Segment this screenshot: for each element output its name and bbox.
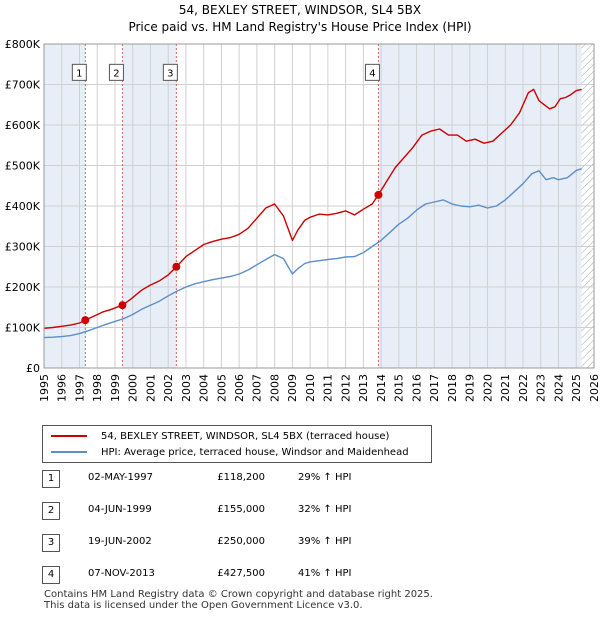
transaction-hpi: 32% ↑ HPI xyxy=(298,504,352,515)
x-tick-label: 2023 xyxy=(535,374,548,402)
x-tick-label: 2007 xyxy=(251,374,264,402)
x-tick-label: 2000 xyxy=(127,374,140,402)
x-tick-label: 2003 xyxy=(180,374,193,402)
sale-point xyxy=(118,301,127,310)
y-tick-label: £600K xyxy=(5,119,41,132)
y-tick-label: £800K xyxy=(5,38,41,51)
x-tick-label: 1995 xyxy=(38,374,51,402)
sale-label-number: 3 xyxy=(167,68,173,79)
x-tick-label: 1998 xyxy=(91,374,104,402)
transaction-date: 07-NOV-2013 xyxy=(88,568,155,579)
transaction-date: 19-JUN-2002 xyxy=(88,536,152,547)
x-tick-label: 2005 xyxy=(215,374,228,402)
sale-label-box xyxy=(162,63,178,81)
x-tick-label: 2001 xyxy=(144,374,157,402)
y-tick-label: £400K xyxy=(5,200,41,213)
x-tick-label: 1999 xyxy=(109,374,122,402)
transaction-number: 1 xyxy=(42,470,60,488)
x-tick-label: 2022 xyxy=(517,374,530,402)
x-tick-label: 2012 xyxy=(339,374,352,402)
x-tick-label: 2021 xyxy=(499,374,512,402)
transaction-number: 2 xyxy=(42,502,60,520)
sale-label-number: 1 xyxy=(76,68,82,79)
x-tick-label: 2002 xyxy=(162,374,175,402)
sale-label-box xyxy=(108,63,124,81)
y-tick-label: £0 xyxy=(26,362,40,375)
sale-label-number: 4 xyxy=(369,68,375,79)
transaction-number: 3 xyxy=(42,534,60,552)
x-tick-label: 2011 xyxy=(322,374,335,402)
x-tick-label: 2019 xyxy=(464,374,477,402)
sale-point xyxy=(374,190,383,199)
footer-line-copyright: Contains HM Land Registry data © Crown c… xyxy=(44,589,433,600)
transaction-price: £427,500 xyxy=(217,568,265,579)
transaction-date: 04-JUN-1999 xyxy=(88,504,152,515)
series-line-property xyxy=(43,88,582,329)
series-line-hpi xyxy=(43,168,582,339)
transaction-row: 4 07-NOV-2013 £427,500 41% ↑ HPI xyxy=(42,566,422,584)
x-tick-label: 2008 xyxy=(268,374,281,402)
legend-item-hpi: HPI: Average price, terraced house, Wind… xyxy=(51,445,409,461)
x-tick-label: 2010 xyxy=(304,374,317,402)
x-tick-label: 2006 xyxy=(233,374,246,402)
x-tick-label: 2009 xyxy=(286,374,299,402)
x-tick-label: 1996 xyxy=(56,374,69,402)
x-tick-label: 1997 xyxy=(73,374,86,402)
x-tick-label: 2004 xyxy=(198,374,211,402)
x-tick-label: 2017 xyxy=(428,374,441,402)
transaction-hpi: 29% ↑ HPI xyxy=(298,472,352,483)
legend-swatch-hpi xyxy=(51,451,87,453)
y-tick-label: £100K xyxy=(5,322,41,335)
x-tick-label: 2013 xyxy=(357,374,370,402)
x-tick-label: 2024 xyxy=(552,374,565,402)
chart-title: 54, BEXLEY STREET, WINDSOR, SL4 5BX xyxy=(179,3,421,17)
y-tick-label: £500K xyxy=(5,160,41,173)
sale-label-box xyxy=(71,63,87,81)
footer-line-licence: This data is licensed under the Open Gov… xyxy=(44,600,363,611)
chart-subtitle: Price paid vs. HM Land Registry's House … xyxy=(128,20,471,34)
y-tick-label: £200K xyxy=(5,281,41,294)
plot-border xyxy=(43,43,595,369)
legend-item-property: 54, BEXLEY STREET, WINDSOR, SL4 5BX (ter… xyxy=(51,429,389,445)
sale-point xyxy=(172,262,181,271)
x-tick-label: 2018 xyxy=(446,374,459,402)
transaction-price: £118,200 xyxy=(217,472,265,483)
sale-point xyxy=(81,316,90,325)
y-tick-label: £300K xyxy=(5,241,41,254)
x-tick-label: 2014 xyxy=(375,374,388,402)
chart-legend: 54, BEXLEY STREET, WINDSOR, SL4 5BX (ter… xyxy=(42,425,432,463)
sale-label-box xyxy=(364,63,380,81)
transaction-number: 4 xyxy=(42,566,60,584)
legend-label-hpi: HPI: Average price, terraced house, Wind… xyxy=(101,447,409,458)
x-tick-label: 2026 xyxy=(588,374,600,402)
x-tick-label: 2016 xyxy=(410,374,423,402)
x-tick-label: 2025 xyxy=(570,374,583,402)
legend-label-property: 54, BEXLEY STREET, WINDSOR, SL4 5BX (ter… xyxy=(101,431,390,442)
y-tick-label: £700K xyxy=(5,79,41,92)
transaction-row: 1 02-MAY-1997 £118,200 29% ↑ HPI xyxy=(42,470,422,488)
x-tick-label: 2020 xyxy=(481,374,494,402)
legend-swatch-property xyxy=(51,435,87,437)
x-tick-label: 2015 xyxy=(393,374,406,402)
transaction-hpi: 41% ↑ HPI xyxy=(298,568,352,579)
transaction-hpi: 39% ↑ HPI xyxy=(298,536,352,547)
price-chart: 54, BEXLEY STREET, WINDSOR, SL4 5BX Pric… xyxy=(5,3,600,402)
transaction-price: £155,000 xyxy=(217,504,265,515)
transaction-price: £250,000 xyxy=(217,536,265,547)
footer-attribution: Contains HM Land Registry data © Crown c… xyxy=(44,589,433,611)
sale-label-number: 2 xyxy=(113,68,119,79)
transaction-row: 2 04-JUN-1999 £155,000 32% ↑ HPI xyxy=(42,502,422,520)
transaction-date: 02-MAY-1997 xyxy=(88,472,154,483)
transaction-row: 3 19-JUN-2002 £250,000 39% ↑ HPI xyxy=(42,534,422,552)
